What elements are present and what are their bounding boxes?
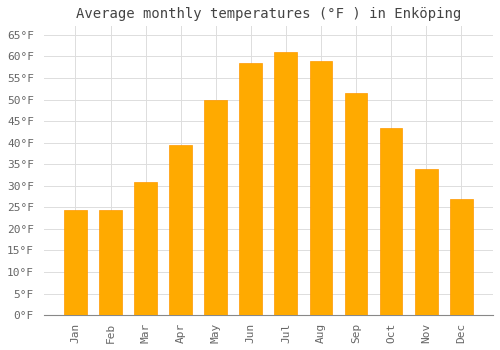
Bar (344, 93, 368, 315)
Bar (240, 63, 262, 315)
Bar (170, 145, 192, 315)
Bar (64, 210, 87, 315)
Bar (204, 100, 227, 315)
Title: Average monthly temperatures (°F ) in Enköping: Average monthly temperatures (°F ) in En… (76, 7, 461, 21)
Bar (450, 199, 472, 315)
Bar (380, 128, 402, 315)
Bar (415, 169, 438, 315)
Bar (134, 182, 157, 315)
Bar (99, 210, 122, 315)
Bar (310, 61, 332, 315)
Bar (274, 52, 297, 315)
